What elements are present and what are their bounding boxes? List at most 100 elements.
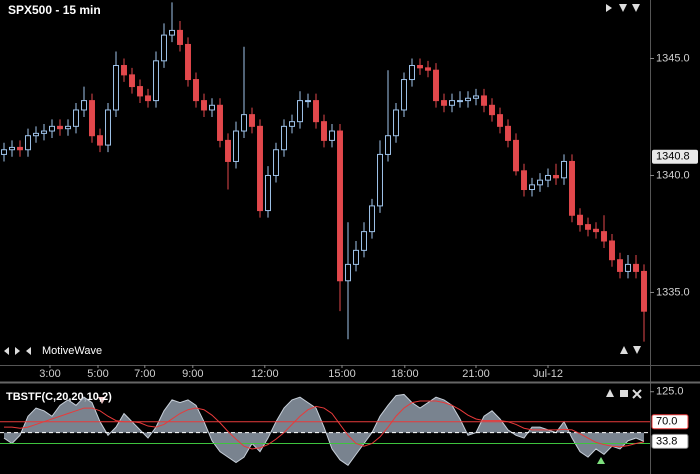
candle-body bbox=[81, 100, 87, 111]
candle-body bbox=[89, 100, 95, 137]
candle-body bbox=[65, 125, 71, 130]
icon[interactable] bbox=[15, 347, 20, 355]
price-marker-label: 1340.8 bbox=[656, 151, 690, 163]
candle-body bbox=[545, 174, 551, 181]
y-tick-label: 1340.0 bbox=[656, 169, 690, 181]
signal-marker bbox=[98, 397, 106, 404]
candle-body bbox=[385, 135, 391, 155]
candle-body bbox=[633, 263, 639, 272]
icon[interactable] bbox=[633, 346, 641, 354]
candle-body bbox=[473, 95, 479, 99]
icon[interactable] bbox=[620, 346, 628, 354]
candle-body bbox=[145, 95, 151, 102]
candle-body bbox=[601, 231, 607, 242]
candle-body bbox=[193, 79, 199, 102]
candle-body bbox=[209, 104, 215, 111]
candle-body bbox=[369, 205, 375, 233]
candle-body bbox=[353, 249, 359, 265]
price-marker bbox=[652, 149, 698, 164]
signal-marker bbox=[597, 457, 605, 464]
candle-body bbox=[49, 125, 55, 132]
y-tick-label: 125.0 bbox=[656, 386, 684, 398]
icon[interactable] bbox=[26, 347, 31, 355]
candle-body bbox=[489, 104, 495, 116]
candle-body bbox=[241, 114, 247, 132]
candle-body bbox=[521, 170, 527, 191]
candle-body bbox=[281, 125, 287, 151]
x-tick-label: 9:00 bbox=[182, 368, 203, 380]
candle-body bbox=[417, 65, 423, 69]
candle-body bbox=[137, 86, 143, 97]
candle-body bbox=[289, 121, 295, 127]
last-value-box bbox=[651, 433, 689, 449]
candle-body bbox=[553, 174, 559, 179]
candle-body bbox=[153, 60, 159, 102]
candle-body bbox=[201, 100, 207, 111]
icon[interactable] bbox=[632, 4, 640, 12]
y-tick-label: 1345.0 bbox=[656, 52, 690, 64]
candle-body bbox=[609, 240, 615, 261]
candle-body bbox=[481, 95, 487, 106]
last-value-label: 33.8 bbox=[656, 435, 677, 447]
candle-body bbox=[225, 139, 231, 162]
icon[interactable] bbox=[632, 389, 642, 399]
candle-body bbox=[345, 263, 351, 282]
candle-body bbox=[121, 65, 127, 76]
candle-body bbox=[25, 135, 31, 151]
candle-body bbox=[257, 125, 263, 212]
candle-body bbox=[377, 153, 383, 207]
candle-body bbox=[169, 29, 175, 36]
candle-body bbox=[273, 149, 279, 176]
candle-body bbox=[113, 65, 119, 111]
x-tick-label: Jul-12 bbox=[533, 368, 563, 380]
candle-body bbox=[1, 149, 7, 155]
candle-body bbox=[561, 160, 567, 179]
candle-body bbox=[129, 74, 135, 88]
x-tick-label: 12:00 bbox=[251, 368, 279, 380]
candle-body bbox=[265, 174, 271, 212]
candle-body bbox=[177, 29, 183, 45]
watermark: MotiveWave bbox=[42, 345, 102, 357]
candle-body bbox=[57, 125, 63, 130]
x-tick-label: 21:00 bbox=[462, 368, 490, 380]
candle-body bbox=[249, 114, 255, 127]
y-tick-label: 1335.0 bbox=[656, 286, 690, 298]
icon[interactable] bbox=[4, 347, 9, 355]
candles bbox=[1, 2, 647, 342]
candle-body bbox=[513, 139, 519, 172]
candle-body bbox=[569, 160, 575, 216]
toolbar-icons[interactable] bbox=[4, 4, 642, 399]
candle-body bbox=[321, 121, 327, 141]
candle-body bbox=[617, 259, 623, 272]
oscillator-area bbox=[4, 394, 644, 466]
candle-body bbox=[161, 34, 167, 62]
oscillator-line bbox=[3, 393, 645, 466]
candle-body bbox=[361, 231, 367, 251]
signal-line bbox=[4, 400, 645, 450]
candle-body bbox=[217, 104, 223, 141]
candle-body bbox=[409, 65, 415, 81]
candle-body bbox=[41, 130, 47, 134]
icon[interactable] bbox=[619, 4, 627, 12]
candle-body bbox=[233, 130, 239, 162]
candle-body bbox=[641, 270, 647, 312]
icon[interactable] bbox=[606, 4, 612, 12]
candle-body bbox=[465, 97, 471, 102]
candle-body bbox=[449, 100, 455, 106]
candle-body bbox=[425, 67, 431, 71]
candle-body bbox=[329, 130, 335, 141]
candle-body bbox=[433, 69, 439, 102]
icon[interactable] bbox=[606, 389, 614, 397]
candle-body bbox=[185, 43, 191, 81]
x-tick-label: 18:00 bbox=[391, 368, 419, 380]
x-tick-label: 5:00 bbox=[87, 368, 108, 380]
chart-title: SPX500 - 15 min bbox=[8, 3, 101, 17]
candle-body bbox=[337, 130, 343, 282]
candle-body bbox=[529, 184, 535, 191]
candle-body bbox=[393, 109, 399, 137]
candle-body bbox=[9, 146, 15, 151]
candle-body bbox=[105, 109, 111, 146]
icon[interactable] bbox=[620, 390, 628, 397]
candle-body bbox=[97, 135, 103, 146]
